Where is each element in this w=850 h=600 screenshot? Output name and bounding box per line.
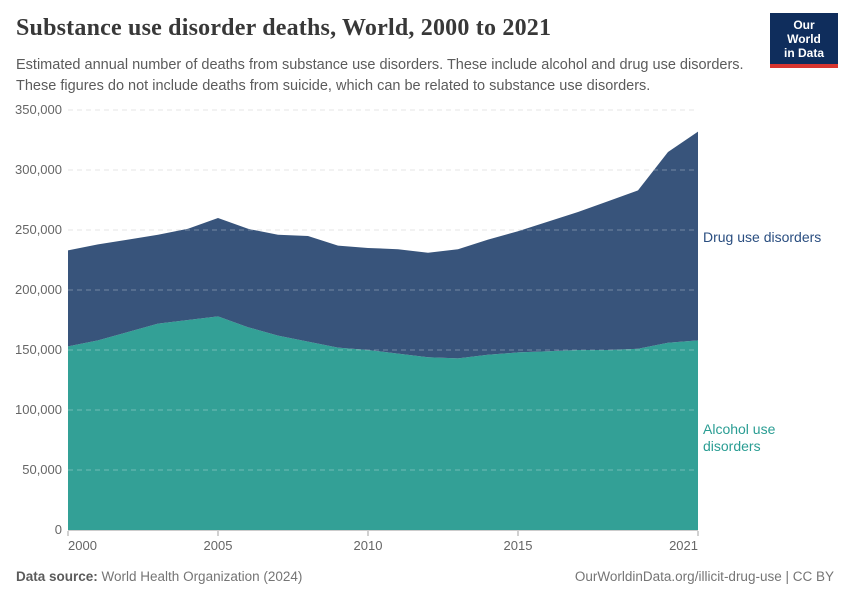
series-label-drug-use-disorders: Drug use disorders — [703, 229, 822, 245]
x-tick-label: 2015 — [503, 538, 533, 553]
y-tick-label: 200,000 — [15, 282, 62, 297]
series-label-alcohol-use-disorders: Alcohol use disorders — [703, 421, 776, 454]
data-source-note: Data source: World Health Organization (… — [16, 569, 302, 584]
y-tick-label: 350,000 — [15, 102, 62, 117]
x-tick-label: 2005 — [203, 538, 233, 553]
chart-title: Substance use disorder deaths, World, 20… — [16, 15, 552, 41]
attribution-note: OurWorldinData.org/illicit-drug-use | CC… — [575, 569, 834, 584]
data-source-value: World Health Organization (2024) — [97, 569, 303, 584]
owid-logo-line1: Our World — [787, 18, 821, 46]
y-tick-label: 300,000 — [15, 162, 62, 177]
y-tick-label: 100,000 — [15, 402, 62, 417]
attribution-url: OurWorldinData.org/illicit-drug-use — [574, 569, 782, 584]
data-source-label: Data source: — [16, 569, 98, 584]
y-tick-label: 0 — [54, 522, 62, 537]
area-drug-use-disorders — [68, 131, 698, 359]
owid-logo: Our World in Data — [770, 13, 838, 68]
x-tick-label: 2010 — [353, 538, 383, 553]
y-tick-label: 50,000 — [22, 462, 62, 477]
x-tick-label: 2000 — [68, 538, 97, 553]
owid-logo-line2: in Data — [783, 46, 824, 60]
y-tick-label: 250,000 — [15, 222, 62, 237]
chart-subtitle-line2: These figures do not include deaths from… — [16, 78, 651, 94]
chart-subtitle: Estimated annual number of deaths from s… — [16, 55, 776, 97]
x-tick-label: 2021 — [669, 538, 698, 553]
y-tick-label: 150,000 — [15, 342, 62, 357]
area-alcohol-use-disorders — [68, 316, 698, 530]
attribution-license: | CC BY — [781, 569, 834, 584]
chart-subtitle-line1: Estimated annual number of deaths from s… — [16, 57, 744, 73]
